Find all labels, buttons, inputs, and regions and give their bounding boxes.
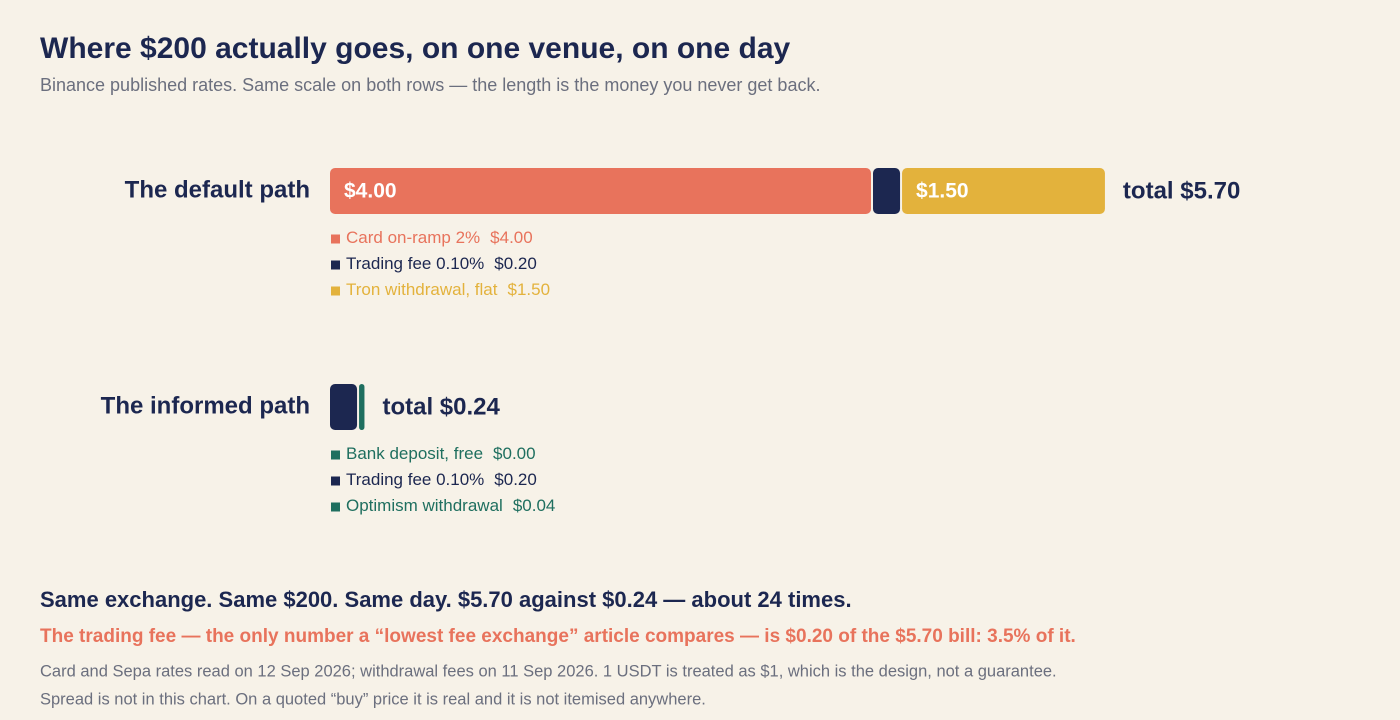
segment-label: $1.50 [916,180,969,203]
row-label: The default path [125,176,310,203]
row-total: total $5.70 [1123,177,1240,204]
legend-entry: Trading fee 0.10% $0.20 [346,470,537,489]
legend-swatch [331,476,340,486]
legend-name: Bank deposit, free [346,444,483,463]
note: Spread is not in this chart. On a quoted… [40,690,706,708]
legend-value: $0.20 [494,254,537,273]
legend-value: $0.04 [513,496,556,515]
legend-name: Card on-ramp 2% [346,228,480,247]
chart-title: Where $200 actually goes, on one venue, … [40,32,791,65]
note: Card and Sepa rates read on 12 Sep 2026;… [40,662,1057,680]
row-total: total $0.24 [382,393,500,420]
legend-value: $4.00 [490,228,533,247]
legend-entry: Trading fee 0.10% $0.20 [346,254,537,273]
legend-swatch [331,450,340,460]
legend-entry: Optimism withdrawal $0.04 [346,496,555,515]
legend-entry: Bank deposit, free $0.00 [346,444,536,463]
bar-segment [359,384,365,430]
legend-name: Optimism withdrawal [346,496,503,515]
chart-subtitle: Binance published rates. Same scale on b… [40,75,820,95]
legend-entry: Tron withdrawal, flat $1.50 [346,280,550,299]
legend-swatch [331,234,340,244]
legend-name: Trading fee 0.10% [346,254,484,273]
bar-segment [330,384,358,430]
row-label: The informed path [101,392,310,419]
segment-label: $4.00 [344,180,397,203]
legend-value: $0.20 [494,470,537,489]
bar-segment [902,168,1105,214]
legend-swatch [331,286,340,296]
legend-name: Tron withdrawal, flat [346,280,498,299]
bar-segment [873,168,901,214]
headline: Same exchange. Same $200. Same day. $5.7… [40,587,852,612]
bar-segment [330,168,871,214]
legend-name: Trading fee 0.10% [346,470,484,489]
legend-entry: Card on-ramp 2% $4.00 [346,228,533,247]
legend-swatch [331,260,340,270]
highlight: The trading fee — the only number a “low… [40,626,1076,647]
legend-swatch [331,502,340,512]
legend-value: $0.00 [493,444,536,463]
legend-value: $1.50 [507,280,550,299]
